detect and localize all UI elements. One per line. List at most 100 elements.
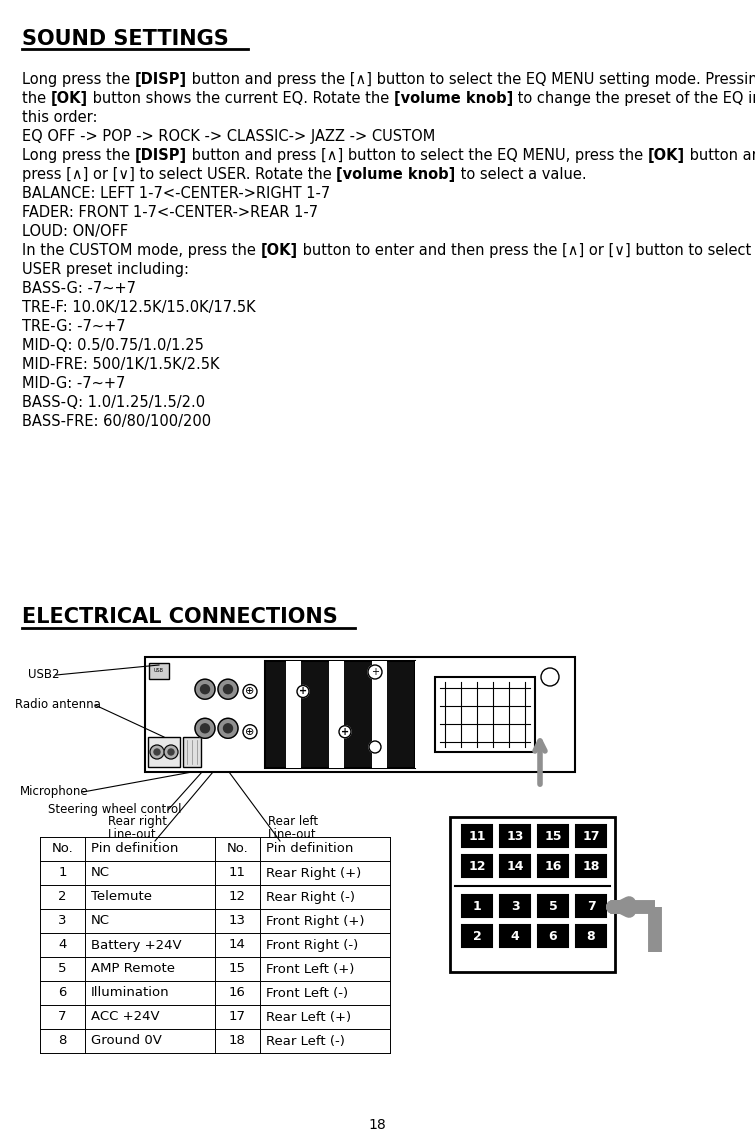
Text: button shows the current EQ. Rotate the: button shows the current EQ. Rotate the bbox=[88, 91, 394, 106]
Text: 5: 5 bbox=[549, 899, 557, 913]
Bar bbox=[500, 825, 530, 846]
Text: button and press [∧] button to select the EQ MENU, press the: button and press [∧] button to select th… bbox=[187, 148, 648, 163]
Circle shape bbox=[201, 724, 209, 733]
Bar bbox=[450, 817, 615, 972]
Text: Rear Right (-): Rear Right (-) bbox=[266, 890, 355, 904]
Text: 13: 13 bbox=[229, 914, 246, 928]
Bar bbox=[538, 825, 568, 846]
Text: Front Left (+): Front Left (+) bbox=[266, 962, 354, 975]
Bar bbox=[462, 924, 492, 947]
Text: BASS-Q: 1.0/1.25/1.5/2.0: BASS-Q: 1.0/1.25/1.5/2.0 bbox=[22, 395, 205, 409]
Bar bbox=[500, 895, 530, 916]
Text: 7: 7 bbox=[587, 899, 596, 913]
Text: NC: NC bbox=[91, 914, 110, 928]
Text: [volume knob]: [volume knob] bbox=[337, 167, 455, 182]
Text: Telemute: Telemute bbox=[91, 890, 152, 904]
Text: USB: USB bbox=[154, 669, 164, 673]
Bar bbox=[329, 661, 344, 768]
Text: TRE-F: 10.0K/12.5K/15.0K/17.5K: TRE-F: 10.0K/12.5K/15.0K/17.5K bbox=[22, 301, 256, 315]
Text: MID-FRE: 500/1K/1.5K/2.5K: MID-FRE: 500/1K/1.5K/2.5K bbox=[22, 357, 220, 372]
Text: EQ OFF -> POP -> ROCK -> CLASSIC-> JAZZ -> CUSTOM: EQ OFF -> POP -> ROCK -> CLASSIC-> JAZZ … bbox=[22, 128, 435, 145]
Bar bbox=[576, 825, 606, 846]
Bar bbox=[40, 910, 390, 933]
Text: [volume knob]: [volume knob] bbox=[394, 91, 513, 106]
Text: MID-G: -7~+7: MID-G: -7~+7 bbox=[22, 376, 125, 391]
Text: 15: 15 bbox=[544, 829, 562, 843]
Bar bbox=[40, 885, 390, 910]
Bar bbox=[500, 924, 530, 947]
Text: Rear left: Rear left bbox=[268, 816, 318, 828]
Text: Long press the: Long press the bbox=[22, 72, 134, 87]
Text: +: + bbox=[341, 727, 349, 736]
Circle shape bbox=[223, 685, 233, 694]
Text: 8: 8 bbox=[587, 929, 595, 943]
Text: No.: No. bbox=[51, 843, 73, 856]
Text: Rear Left (+): Rear Left (+) bbox=[266, 1011, 351, 1023]
Text: Line-out: Line-out bbox=[268, 828, 316, 841]
Circle shape bbox=[369, 741, 381, 752]
Circle shape bbox=[339, 726, 351, 738]
Text: 2: 2 bbox=[58, 890, 66, 904]
Text: [OK]: [OK] bbox=[648, 148, 685, 163]
Bar bbox=[415, 661, 430, 768]
Bar bbox=[40, 1029, 390, 1053]
Circle shape bbox=[195, 679, 215, 700]
Circle shape bbox=[223, 724, 233, 733]
Text: +: + bbox=[299, 687, 307, 696]
Text: 3: 3 bbox=[510, 899, 519, 913]
Text: 16: 16 bbox=[229, 986, 246, 999]
Bar bbox=[40, 1005, 390, 1029]
Bar bbox=[576, 924, 606, 947]
Text: to select a value.: to select a value. bbox=[455, 167, 586, 182]
Text: 7: 7 bbox=[58, 1011, 66, 1023]
Text: 4: 4 bbox=[510, 929, 519, 943]
Text: Battery +24V: Battery +24V bbox=[91, 938, 182, 952]
Text: 14: 14 bbox=[229, 938, 246, 952]
Text: press [∧] or [∨] to select USER. Rotate the: press [∧] or [∨] to select USER. Rotate … bbox=[22, 167, 337, 182]
Bar bbox=[149, 663, 169, 679]
Text: BALANCE: LEFT 1-7<-CENTER->RIGHT 1-7: BALANCE: LEFT 1-7<-CENTER->RIGHT 1-7 bbox=[22, 186, 330, 201]
Text: the: the bbox=[22, 91, 51, 106]
Circle shape bbox=[541, 668, 559, 686]
Text: USB2: USB2 bbox=[28, 669, 60, 681]
Text: [OK]: [OK] bbox=[51, 91, 88, 106]
Text: MID-Q: 0.5/0.75/1.0/1.25: MID-Q: 0.5/0.75/1.0/1.25 bbox=[22, 338, 204, 353]
Bar bbox=[500, 855, 530, 877]
Circle shape bbox=[297, 686, 309, 697]
Text: Front Left (-): Front Left (-) bbox=[266, 986, 348, 999]
Text: Front Right (+): Front Right (+) bbox=[266, 914, 365, 928]
Bar bbox=[576, 895, 606, 916]
Bar bbox=[40, 861, 390, 885]
Bar bbox=[538, 924, 568, 947]
Text: 15: 15 bbox=[229, 962, 246, 975]
Circle shape bbox=[243, 685, 257, 699]
Text: Pin definition: Pin definition bbox=[91, 843, 178, 856]
Text: 12: 12 bbox=[229, 890, 246, 904]
Bar bbox=[462, 855, 492, 877]
Text: 14: 14 bbox=[507, 859, 524, 873]
Bar bbox=[40, 957, 390, 981]
Text: 2: 2 bbox=[473, 929, 482, 943]
Circle shape bbox=[154, 749, 160, 755]
Text: 6: 6 bbox=[58, 986, 66, 999]
Text: +: + bbox=[371, 668, 379, 677]
Text: Rear right: Rear right bbox=[108, 816, 167, 828]
Text: 16: 16 bbox=[544, 859, 562, 873]
Text: button and: button and bbox=[685, 148, 755, 163]
Text: Ground 0V: Ground 0V bbox=[91, 1035, 162, 1047]
Bar bbox=[538, 895, 568, 916]
Circle shape bbox=[164, 746, 178, 759]
Text: [OK]: [OK] bbox=[260, 243, 297, 258]
Text: 17: 17 bbox=[582, 829, 599, 843]
Circle shape bbox=[218, 718, 238, 739]
Text: 1: 1 bbox=[473, 899, 482, 913]
Bar bbox=[372, 661, 387, 768]
Text: ACC +24V: ACC +24V bbox=[91, 1011, 159, 1023]
Text: [DISP]: [DISP] bbox=[134, 148, 187, 163]
Text: 18: 18 bbox=[368, 1118, 386, 1132]
Text: button to enter and then press the [∧] or [∨] button to select: button to enter and then press the [∧] o… bbox=[297, 243, 751, 258]
Text: 3: 3 bbox=[58, 914, 66, 928]
Text: Radio antenna: Radio antenna bbox=[15, 699, 101, 711]
Text: AMP Remote: AMP Remote bbox=[91, 962, 175, 975]
Text: button and press the [∧] button to select the EQ MENU setting mode. Pressing: button and press the [∧] button to selec… bbox=[187, 72, 755, 87]
